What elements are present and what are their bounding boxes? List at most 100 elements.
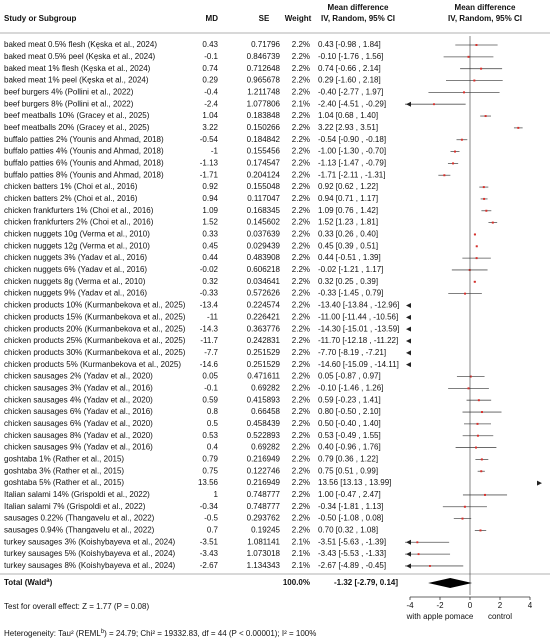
ci-text: -11.00 [-11.44 , -10.56] xyxy=(318,312,398,321)
md-value: -3.43 xyxy=(200,549,219,558)
ci-text: 0.29 [-1.60 , 2.18] xyxy=(318,76,381,85)
effect-square xyxy=(416,541,419,544)
se-value: 0.471611 xyxy=(247,372,280,381)
weight-value: 2.2% xyxy=(292,76,310,85)
effect-square xyxy=(480,458,483,461)
weight-value: 2.2% xyxy=(292,514,310,523)
ci-text: 1.09 [0.76 , 1.42] xyxy=(318,206,378,215)
se-value: 0.242831 xyxy=(247,336,281,345)
weight-value: 2.2% xyxy=(292,241,310,250)
se-value: 1.211748 xyxy=(247,87,280,96)
weight-value: 2.2% xyxy=(292,159,310,168)
study-name: chicken products 15% (Kurmanbekova et al… xyxy=(4,312,186,321)
md-value: -2.4 xyxy=(204,99,218,108)
se-value: 0.71796 xyxy=(251,40,280,49)
effect-square xyxy=(429,565,431,567)
x-right-label: control xyxy=(488,612,512,621)
effect-square xyxy=(475,44,478,46)
total-label-part: a xyxy=(46,578,50,584)
ci-text: -0.33 [-1.45 , 0.79] xyxy=(318,289,383,298)
se-value: 0.606218 xyxy=(247,265,281,274)
se-value: 0.69282 xyxy=(251,443,280,452)
weight-value: 2.2% xyxy=(292,407,310,416)
ci-text: -0.50 [-1.08 , 0.08] xyxy=(318,514,383,523)
effect-square xyxy=(480,470,483,473)
md-value: -14.6 xyxy=(200,360,219,369)
study-name: goshtaba 1% (Rather et al., 2015) xyxy=(4,455,124,464)
weight-value: 2.2% xyxy=(292,348,310,357)
weight-value: 2.2% xyxy=(292,170,310,179)
se-value: 0.183848 xyxy=(247,111,281,120)
clip-arrow xyxy=(406,563,411,569)
study-name: turkey sausages 5% (Koishybayeva et al.,… xyxy=(4,549,176,558)
se-value: 1.077806 xyxy=(247,99,281,108)
weight-value: 2.2% xyxy=(292,218,310,227)
header-ci-sub: IV, Random, 95% CI xyxy=(321,14,395,23)
ci-text: 0.70 [0.32 , 1.08] xyxy=(318,526,378,535)
md-value: 0.94 xyxy=(202,194,218,203)
ci-text: -0.54 [-0.90 , -0.18] xyxy=(318,135,386,144)
weight-value: 2.2% xyxy=(292,40,310,49)
study-name: chicken frankfurters 2% (Choi et al., 20… xyxy=(4,218,154,227)
weight-value: 2.1% xyxy=(292,99,310,108)
ci-text: 3.22 [2.93 , 3.51] xyxy=(318,123,378,132)
header-ci-title: Mean difference xyxy=(328,3,389,12)
effect-square xyxy=(491,221,494,224)
study-name: goshtaba 5% (Rather et al., 2015) xyxy=(4,478,124,487)
x-tick-label: 2 xyxy=(498,601,503,610)
md-value: 13.56 xyxy=(198,478,219,487)
ci-text: 1.52 [1.23 , 1.81] xyxy=(318,218,378,227)
study-name: chicken frankfurters 1% (Choi et al., 20… xyxy=(4,206,154,215)
ci-text: -3.51 [-5.63 , -1.39] xyxy=(318,537,386,546)
effect-square xyxy=(443,174,446,177)
md-value: 0.29 xyxy=(202,76,218,85)
study-name: chicken nuggets 8g (Verma et al., 2010) xyxy=(4,277,146,286)
md-value: -0.54 xyxy=(200,135,219,144)
se-value: 0.216949 xyxy=(247,455,281,464)
clip-arrow xyxy=(406,362,411,368)
se-value: 1.081141 xyxy=(247,537,280,546)
study-name: beef meatballs 20% (Gracey et al., 2025) xyxy=(4,123,150,132)
md-value: 1.52 xyxy=(202,218,218,227)
study-name: turkey sausages 3% (Koishybayeva et al.,… xyxy=(4,537,176,546)
ci-text: 0.94 [0.71 , 1.17] xyxy=(318,194,378,203)
ci-text: -0.34 [-1.81 , 1.13] xyxy=(318,502,383,511)
se-value: 0.168345 xyxy=(247,206,281,215)
effect-square xyxy=(461,517,464,520)
study-name: chicken sausages 6% (Yadav et al., 2016) xyxy=(4,407,153,416)
study-name: chicken nuggets 6% (Yadav et al., 2016) xyxy=(4,265,147,274)
weight-value: 2.2% xyxy=(292,135,310,144)
ci-text: -0.40 [-2.77 , 1.97] xyxy=(318,87,383,96)
effect-square xyxy=(476,422,479,425)
weight-value: 2.2% xyxy=(292,466,310,475)
effect-square xyxy=(460,138,463,141)
effect-square xyxy=(475,245,478,248)
se-value: 0.251529 xyxy=(247,348,281,357)
se-value: 0.363776 xyxy=(247,324,281,333)
weight-value: 2.2% xyxy=(292,230,310,239)
se-value: 0.748777 xyxy=(247,502,281,511)
study-name: chicken products 30% (Kurmanbekova et al… xyxy=(4,348,186,357)
se-value: 0.204124 xyxy=(247,170,281,179)
ci-text: 0.33 [0.26 , 0.40] xyxy=(318,230,378,239)
md-value: 1.04 xyxy=(202,111,218,120)
ci-text: 1.04 [0.68 , 1.40] xyxy=(318,111,378,120)
weight-value: 2.2% xyxy=(292,336,310,345)
se-value: 0.174547 xyxy=(247,159,281,168)
ci-text: -2.67 [-4.89 , -0.45] xyxy=(318,561,386,570)
ci-text: 0.05 [-0.87 , 0.97] xyxy=(318,372,381,381)
weight-value: 2.2% xyxy=(292,372,310,381)
ci-text: -11.70 [-12.18 , -11.22] xyxy=(318,336,398,345)
x-tick-label: -2 xyxy=(436,601,444,610)
study-name: chicken batters 2% (Choi et al., 2016) xyxy=(4,194,138,203)
md-value: -1.13 xyxy=(200,159,219,168)
md-value: -0.02 xyxy=(200,265,219,274)
study-name: buffalo patties 4% (Younis and Ahmad, 20… xyxy=(4,147,164,156)
se-value: 0.226421 xyxy=(247,312,281,321)
weight-value: 2.2% xyxy=(292,206,310,215)
study-name: chicken sausages 2% (Yadav et al., 2020) xyxy=(4,372,153,381)
heterogeneity: Heterogeneity: Tau² (REMLb) = 24.79; Chi… xyxy=(4,629,316,639)
header-weight: Weight xyxy=(285,14,312,23)
md-value: 1.09 xyxy=(202,206,218,215)
md-value: 0.92 xyxy=(202,182,218,191)
